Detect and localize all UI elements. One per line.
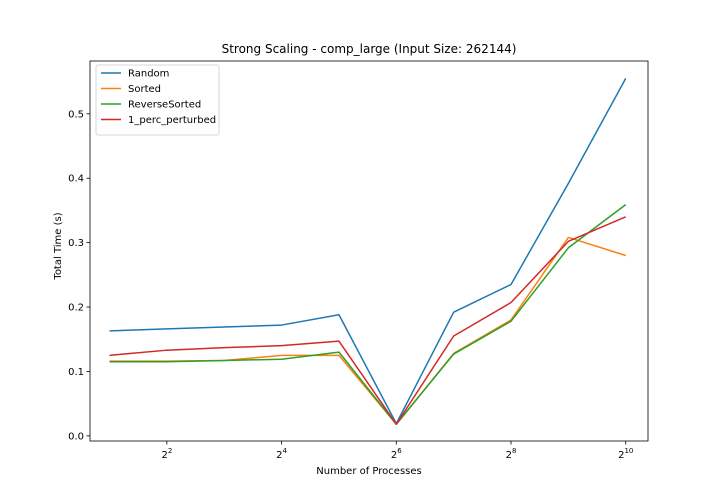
series-line-reversesorted bbox=[109, 204, 627, 425]
x-tick-base: 2 bbox=[161, 450, 167, 461]
x-tick-base: 2 bbox=[618, 450, 624, 461]
legend-label: Sorted bbox=[128, 84, 161, 95]
legend-label: ReverseSorted bbox=[128, 100, 201, 111]
y-tick-label: 0.1 bbox=[68, 367, 84, 378]
x-tick-base: 2 bbox=[506, 450, 512, 461]
x-tick-label: 210 bbox=[618, 447, 633, 461]
x-tick-exponent: 4 bbox=[283, 447, 288, 455]
y-tick-label: 0.2 bbox=[68, 303, 84, 314]
x-tick-label: 22 bbox=[161, 447, 172, 461]
x-tick-label: 26 bbox=[391, 447, 402, 461]
x-tick-base: 2 bbox=[276, 450, 282, 461]
x-tick-base: 2 bbox=[391, 450, 397, 461]
legend: Random Sorted ReverseSorted 1_perc_perturbe… bbox=[95, 64, 220, 136]
legend-label: Random bbox=[128, 69, 169, 80]
y-tick-label: 0.3 bbox=[68, 238, 84, 249]
x-axis-label: Number of Processes bbox=[316, 466, 421, 477]
series-lines bbox=[109, 78, 627, 425]
x-tick-exponent: 2 bbox=[168, 447, 172, 455]
y-axis-label: Total Time (s) bbox=[53, 212, 64, 280]
chart-title: Strong Scaling - comp_large (Input Size:… bbox=[222, 42, 517, 56]
legend-label: 1_perc_perturbed bbox=[128, 115, 216, 126]
x-tick-exponent: 8 bbox=[512, 447, 516, 455]
x-axis: 22 24 26 28 210 bbox=[161, 441, 633, 461]
legend-box bbox=[95, 64, 220, 136]
x-tick-exponent: 10 bbox=[624, 447, 633, 455]
x-tick-label: 24 bbox=[276, 447, 287, 461]
plot-frame bbox=[89, 60, 649, 442]
x-tick-exponent: 6 bbox=[397, 447, 402, 455]
series-line-1-perc-perturbed bbox=[109, 216, 627, 425]
y-axis: 0.0 0.1 0.2 0.3 0.4 0.5 bbox=[68, 109, 90, 442]
y-tick-label: 0.5 bbox=[68, 109, 84, 120]
series-line-random bbox=[109, 78, 627, 425]
y-tick-label: 0.4 bbox=[68, 174, 84, 185]
x-tick-label: 28 bbox=[506, 447, 517, 461]
y-tick-label: 0.0 bbox=[68, 431, 84, 442]
